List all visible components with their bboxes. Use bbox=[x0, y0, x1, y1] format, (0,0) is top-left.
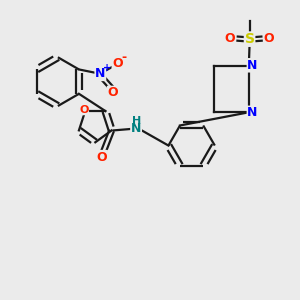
Text: N: N bbox=[95, 68, 106, 80]
Text: N: N bbox=[131, 122, 141, 135]
Text: O: O bbox=[107, 86, 118, 99]
Text: O: O bbox=[225, 32, 235, 45]
Text: O: O bbox=[79, 105, 88, 115]
Text: -: - bbox=[122, 51, 127, 64]
Text: O: O bbox=[97, 151, 107, 164]
Text: N: N bbox=[248, 106, 258, 119]
Text: H: H bbox=[132, 116, 141, 126]
Text: S: S bbox=[244, 32, 255, 46]
Text: O: O bbox=[264, 32, 274, 45]
Text: O: O bbox=[112, 57, 123, 70]
Text: N: N bbox=[248, 59, 258, 72]
Text: +: + bbox=[103, 63, 111, 73]
